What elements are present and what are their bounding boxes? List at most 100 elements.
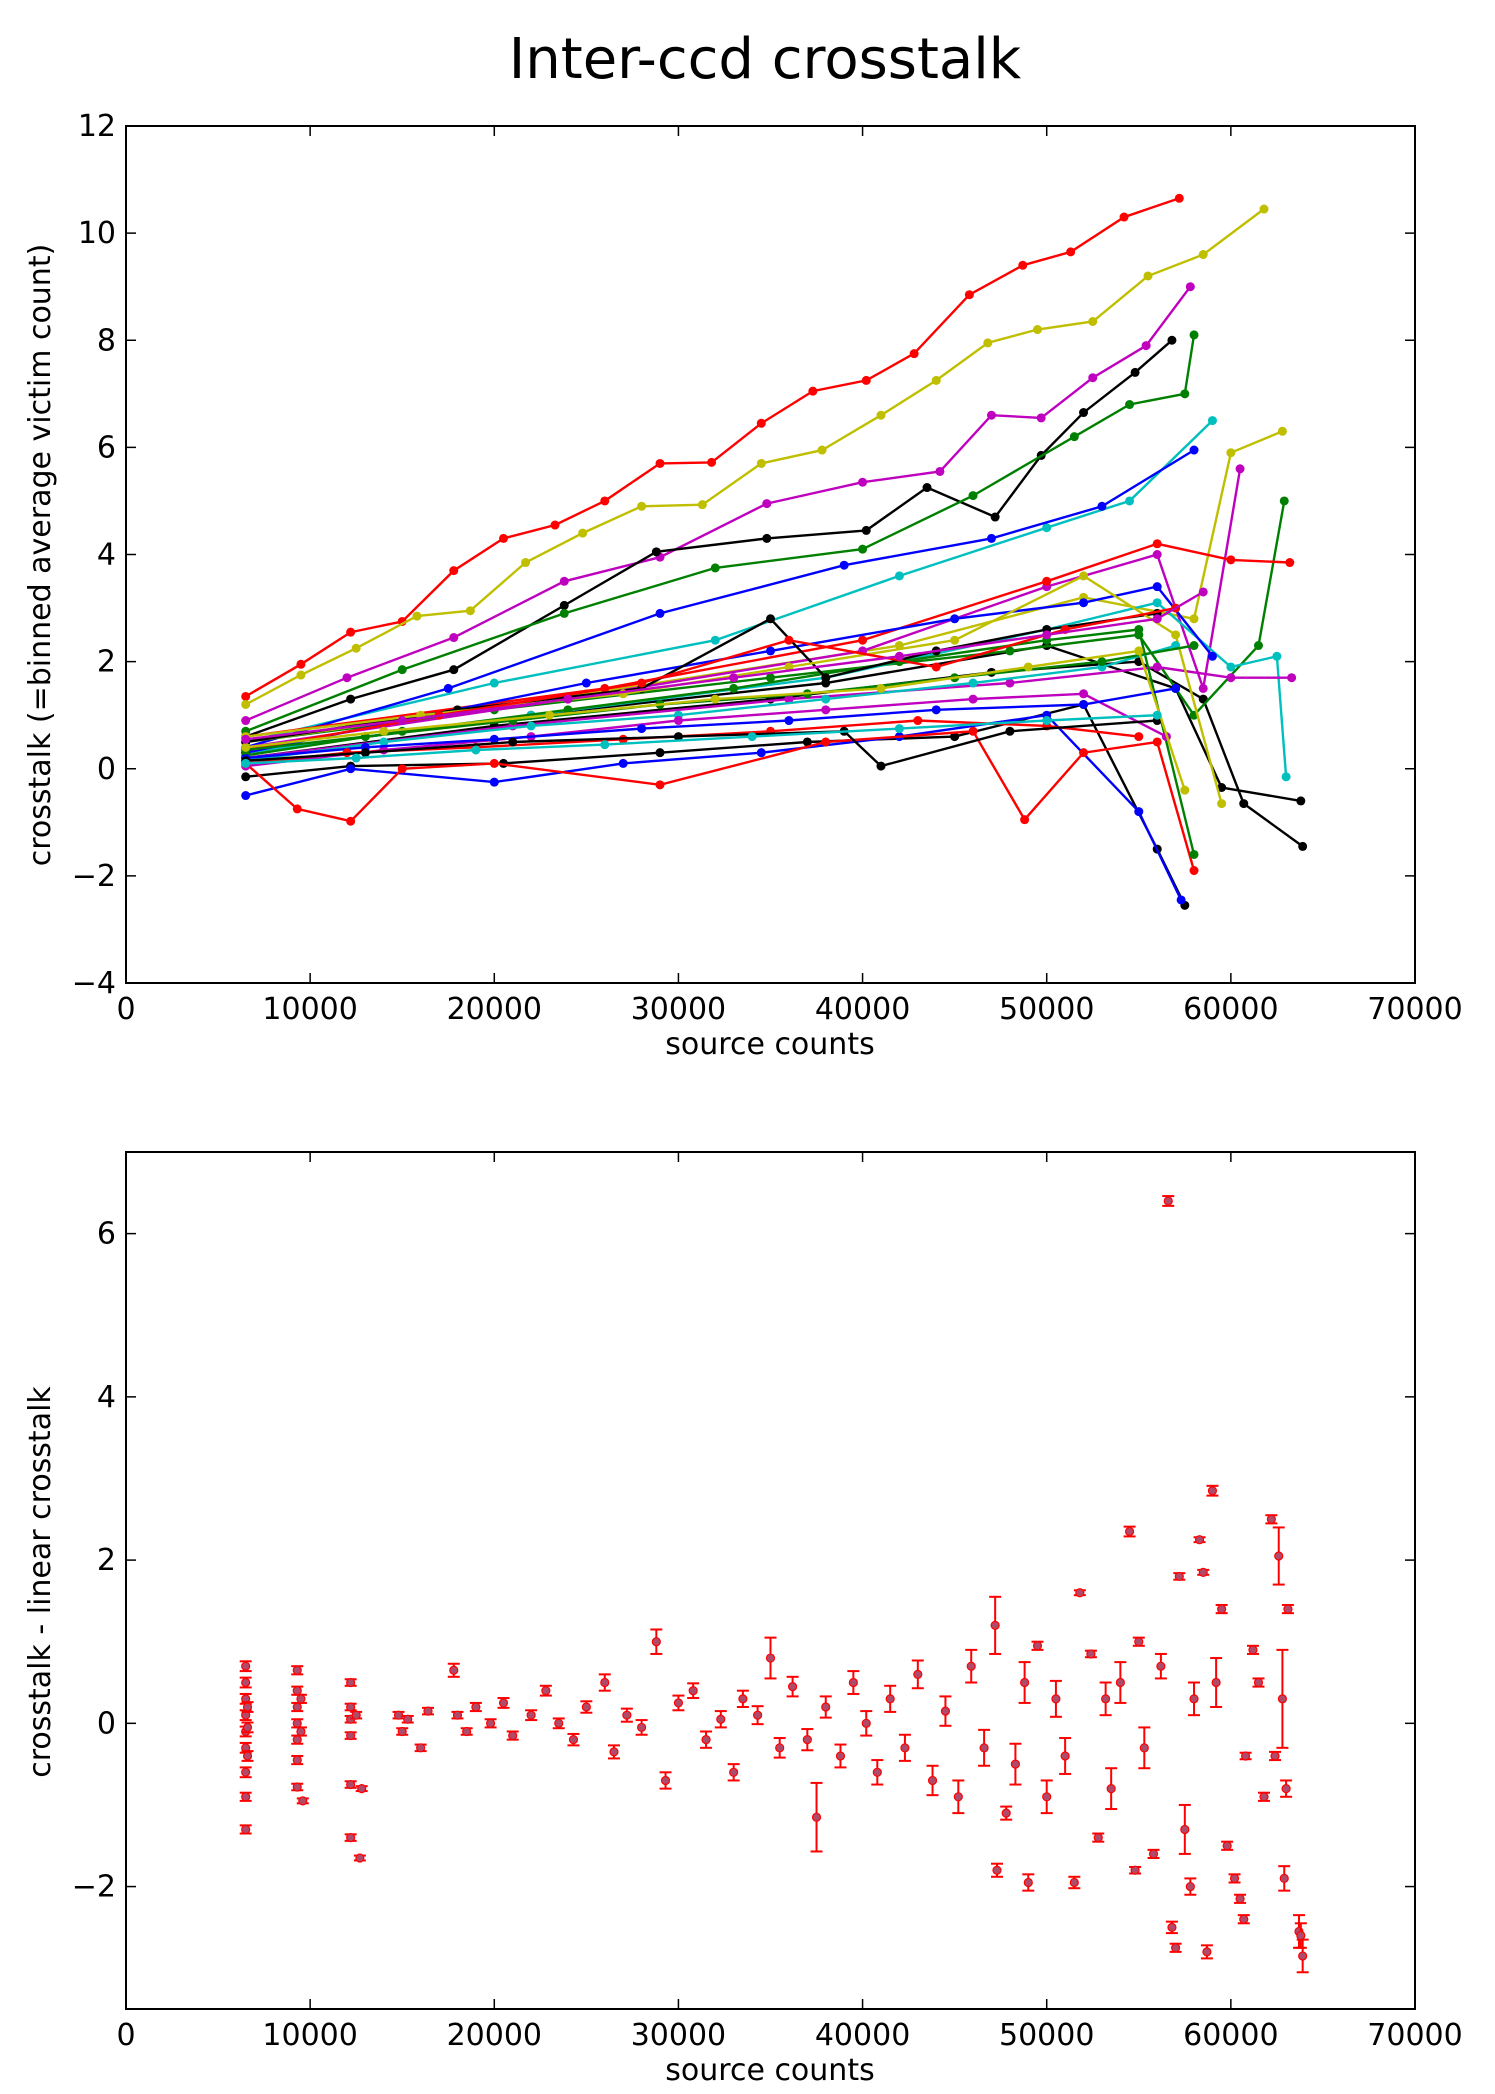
scatter-point <box>241 1824 251 1835</box>
scatter-point <box>885 1694 895 1704</box>
scatter-point <box>966 1661 976 1671</box>
scatter-point <box>990 1620 1000 1630</box>
scatter-point <box>1069 1877 1079 1888</box>
scatter-point <box>241 1767 251 1777</box>
series-point-magenta-mid <box>821 705 831 715</box>
series-point-black-top <box>922 483 932 493</box>
scatter-point <box>622 1710 632 1720</box>
scatter-point <box>292 1755 302 1765</box>
top-y-axis: −4 −2 0 2 4 6 8 10 12 <box>72 109 1415 1001</box>
scatter-point <box>242 1702 253 1712</box>
top-x-tick-label: 70000 <box>1367 992 1462 1027</box>
top-x-tick-label: 0 <box>116 992 135 1027</box>
top-y-tick-label: 0 <box>97 752 116 787</box>
series-point-green-top <box>710 563 720 573</box>
bottom-y-axis-label: crosstalk - linear crosstalk <box>23 1386 58 1778</box>
series-point-olive-top <box>1259 204 1269 214</box>
series-point-olive-low-2 <box>1023 662 1033 672</box>
series-point-magenta-low-2 <box>1042 630 1052 640</box>
series-point-red-top <box>707 457 717 467</box>
series-point-green-top <box>397 665 407 675</box>
scatter-point <box>1189 1694 1199 1704</box>
top-y-tick-label: 8 <box>97 323 116 358</box>
scatter-point <box>568 1735 579 1745</box>
scatter-point <box>1106 1784 1116 1794</box>
series-point-green-top <box>1189 330 1199 340</box>
bottom-chart: 0 10000 20000 30000 40000 50000 60000 70000 −20… <box>23 1151 1463 2088</box>
series-point-olive-top <box>1033 325 1043 335</box>
series-point-red-right <box>1042 576 1052 586</box>
series-point-black-top <box>559 600 569 610</box>
series-point-black-top <box>1167 335 1177 345</box>
series-point-cyan-low-2 <box>1152 710 1162 720</box>
scatter-point <box>241 1661 251 1671</box>
series-point-red-low <box>1152 737 1162 747</box>
scatter-point <box>636 1722 647 1733</box>
series-line-cyan-mid <box>245 644 1176 762</box>
scatter-point <box>861 1718 871 1728</box>
series-point-olive-right <box>1277 426 1287 436</box>
scatter-point <box>765 1653 776 1663</box>
series-point-red-right <box>1285 558 1295 568</box>
series-point-olive-low-2 <box>1180 785 1190 795</box>
series-point-cyan-top <box>489 678 499 688</box>
scatter-point <box>554 1718 564 1728</box>
scatter-point <box>292 1702 302 1712</box>
series-point-blue-low <box>756 748 766 758</box>
series-line-red-low <box>244 730 1196 871</box>
top-x-tick-label: 40000 <box>815 992 910 1027</box>
scatter-point <box>581 1702 591 1712</box>
series-point-olive-top <box>521 558 531 568</box>
scatter-point <box>296 1694 306 1704</box>
series-point-red-top <box>241 691 251 701</box>
series-point-cyan-right <box>1226 662 1236 672</box>
series-point-black-low-2 <box>508 737 518 747</box>
series-point-olive-top <box>241 699 251 709</box>
scatter-point <box>242 1722 253 1733</box>
series-point-black-top <box>1079 408 1089 418</box>
scatter-point <box>292 1782 302 1792</box>
series-point-blue-mid <box>581 678 591 688</box>
scatter-point <box>1266 1514 1276 1524</box>
series-point-red-top <box>600 496 610 506</box>
series-point-black-right <box>1298 841 1308 851</box>
series-point-red-top <box>449 566 459 576</box>
bottom-x-tick-label: 0 <box>116 2018 135 2053</box>
series-point-magenta-low-2 <box>563 694 573 704</box>
series-point-green-top <box>559 608 569 618</box>
series-point-magenta-low-2 <box>1152 614 1162 624</box>
series-point-olive-top <box>351 643 361 653</box>
scatter-point <box>242 1751 253 1761</box>
series-point-black-right <box>1239 799 1249 809</box>
series-point-cyan-low-2 <box>241 758 251 768</box>
scatter-point <box>802 1735 812 1745</box>
scatter-point <box>486 1718 496 1728</box>
series-point-black-top <box>762 533 772 543</box>
series-point-cyan-mid <box>379 737 389 747</box>
series-line-blue-low-2 <box>245 687 1176 760</box>
bottom-y-tick-label: 6 <box>97 1217 116 1252</box>
top-y-axis-label: crosstalk (=binned average victim count) <box>23 244 58 867</box>
scatter-point <box>1279 1873 1289 1884</box>
scatter-point <box>498 1698 509 1708</box>
series-point-blue-low <box>241 791 251 801</box>
series-point-magenta-top <box>858 477 868 487</box>
series-point-olive-low-2 <box>379 726 389 736</box>
top-axes-frame <box>125 125 1416 984</box>
series-line-blue-top <box>245 449 1195 749</box>
series-point-magenta-low-2 <box>397 716 407 726</box>
series-point-red-top <box>498 533 508 543</box>
series-point-green-top <box>1125 400 1135 410</box>
series-point-green-mid <box>1189 849 1199 859</box>
scatter-point <box>1283 1604 1293 1614</box>
scatter-point <box>1051 1694 1061 1704</box>
series-point-magenta-mid <box>673 716 683 726</box>
bottom-x-tick-label: 40000 <box>815 2018 910 2053</box>
series-point-magenta-right <box>1235 464 1245 474</box>
scatter-point <box>979 1743 989 1753</box>
scatter-point <box>1198 1567 1208 1577</box>
bottom-x-tick-label: 10000 <box>262 2018 357 2053</box>
series-point-magenta-top <box>935 466 945 476</box>
series-point-green-low-2 <box>1189 641 1199 651</box>
